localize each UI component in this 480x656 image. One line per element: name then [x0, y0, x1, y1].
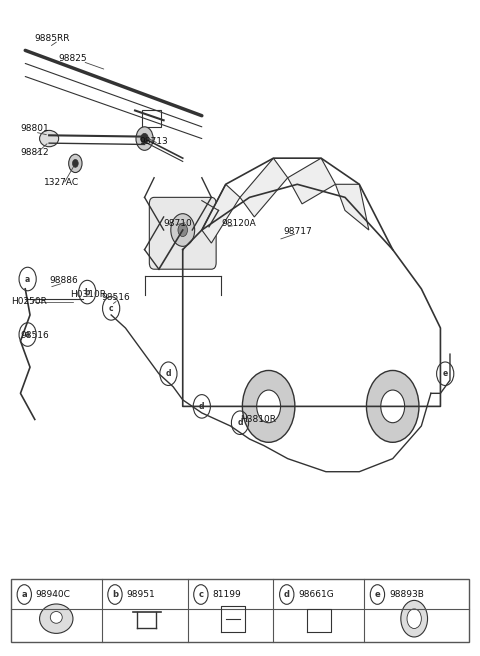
Text: a: a: [25, 274, 30, 283]
Text: 9885RR: 9885RR: [35, 34, 70, 43]
Text: 98717: 98717: [283, 227, 312, 236]
Text: 98886: 98886: [49, 276, 78, 285]
Text: e: e: [443, 369, 448, 379]
Text: a: a: [25, 330, 30, 339]
Circle shape: [401, 600, 428, 637]
Circle shape: [178, 224, 188, 237]
Circle shape: [257, 390, 281, 422]
Circle shape: [69, 154, 82, 173]
Text: 98713: 98713: [140, 137, 168, 146]
Text: H3810R: H3810R: [240, 415, 276, 424]
Polygon shape: [336, 184, 369, 230]
Text: 98516: 98516: [21, 331, 49, 340]
Circle shape: [242, 371, 295, 442]
Text: c: c: [109, 304, 113, 313]
Text: 81199: 81199: [212, 590, 241, 599]
Text: 1327AC: 1327AC: [44, 178, 80, 187]
Bar: [11, 579, 469, 642]
Text: H0310R: H0310R: [71, 289, 107, 298]
Circle shape: [381, 390, 405, 422]
Text: 98812: 98812: [21, 148, 49, 157]
Text: 98940C: 98940C: [36, 590, 71, 599]
Text: 98893B: 98893B: [389, 590, 424, 599]
Text: d: d: [166, 369, 171, 379]
Text: H0250R: H0250R: [11, 297, 47, 306]
Text: 98120A: 98120A: [221, 219, 256, 228]
Text: c: c: [198, 590, 204, 599]
Text: a: a: [22, 590, 27, 599]
Text: 98661G: 98661G: [298, 590, 334, 599]
Text: 98951: 98951: [126, 590, 155, 599]
Circle shape: [366, 371, 419, 442]
Polygon shape: [288, 158, 336, 204]
Text: b: b: [84, 287, 90, 297]
Circle shape: [72, 159, 78, 167]
Polygon shape: [240, 158, 288, 217]
Circle shape: [407, 609, 421, 628]
Text: 98710: 98710: [164, 219, 192, 228]
Circle shape: [171, 214, 195, 247]
Text: d: d: [199, 402, 204, 411]
Bar: [142, 110, 161, 127]
Text: b: b: [112, 590, 118, 599]
Text: 98825: 98825: [59, 54, 87, 64]
Text: 98801: 98801: [21, 124, 49, 133]
Text: d: d: [237, 419, 243, 427]
Text: e: e: [374, 590, 380, 599]
Polygon shape: [202, 184, 240, 243]
Ellipse shape: [39, 604, 73, 634]
Circle shape: [136, 127, 153, 150]
Ellipse shape: [50, 611, 62, 623]
FancyBboxPatch shape: [149, 197, 216, 269]
Text: 98516: 98516: [102, 293, 131, 302]
Text: d: d: [284, 590, 290, 599]
Circle shape: [141, 133, 148, 144]
Ellipse shape: [39, 131, 59, 147]
